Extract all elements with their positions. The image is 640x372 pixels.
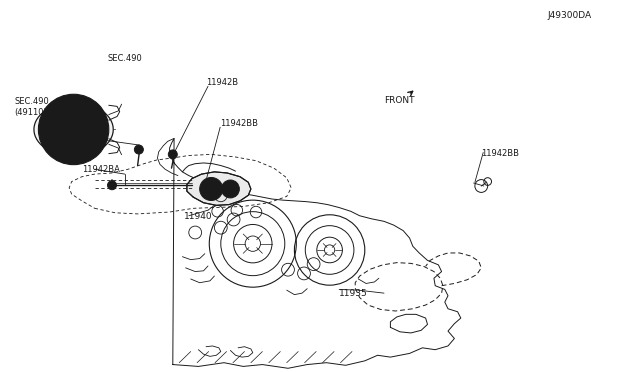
Circle shape	[134, 145, 143, 154]
Text: 11942BB: 11942BB	[481, 149, 519, 158]
Circle shape	[221, 180, 239, 198]
Polygon shape	[34, 103, 113, 156]
Text: SEC.490: SEC.490	[108, 54, 142, 63]
Circle shape	[200, 177, 223, 201]
Circle shape	[84, 116, 93, 125]
Text: 11942B: 11942B	[206, 78, 238, 87]
Circle shape	[38, 94, 109, 165]
Text: SEC.490
(49110): SEC.490 (49110)	[14, 97, 49, 117]
Polygon shape	[187, 172, 251, 205]
Circle shape	[84, 134, 93, 142]
Text: 11942BB: 11942BB	[220, 119, 258, 128]
Text: 11942BA: 11942BA	[82, 165, 120, 174]
Text: 11935: 11935	[339, 289, 368, 298]
Circle shape	[168, 150, 177, 159]
Circle shape	[54, 116, 63, 125]
Circle shape	[54, 134, 63, 142]
Text: 11940: 11940	[184, 212, 213, 221]
Circle shape	[68, 124, 79, 135]
Text: FRONT: FRONT	[384, 96, 415, 105]
Text: J49300DA: J49300DA	[547, 11, 591, 20]
Circle shape	[108, 181, 116, 190]
